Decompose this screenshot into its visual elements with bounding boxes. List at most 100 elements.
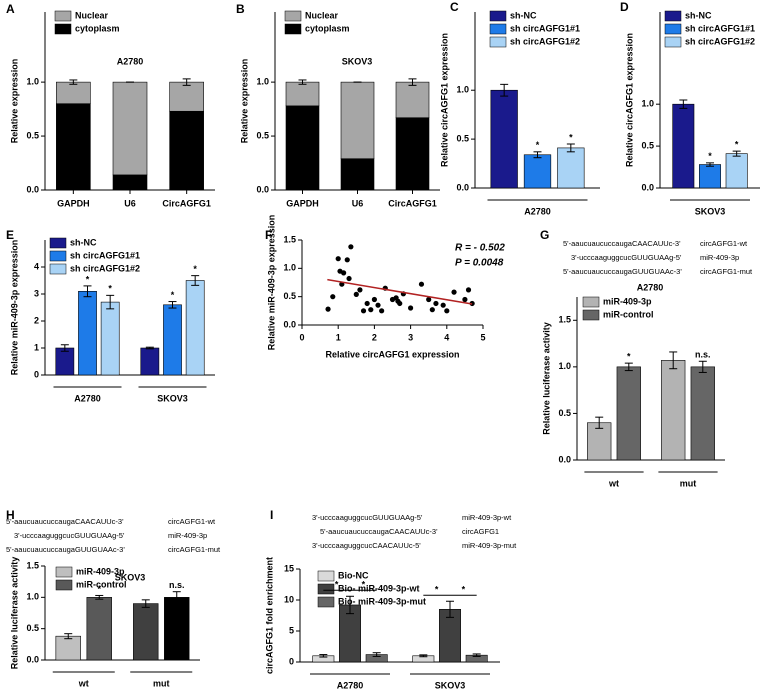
- x-tick-label: 5: [480, 332, 485, 342]
- legend-swatch: [317, 596, 335, 608]
- legend-label: Nuclear: [75, 10, 109, 20]
- y-tick-label: 0.5: [558, 408, 571, 418]
- legend-swatch: [489, 10, 507, 22]
- significance: *: [335, 580, 339, 590]
- significance: *: [362, 580, 366, 590]
- stat-annotation: R = - 0.502: [455, 243, 505, 254]
- legend-label: miR-409-3p: [76, 566, 125, 576]
- x-tick-label: 3: [408, 332, 413, 342]
- legend-swatch: [317, 583, 335, 595]
- y-tick-label: 1.0: [283, 263, 296, 273]
- legend-swatch: [55, 566, 73, 578]
- x-tick-label: 4: [444, 332, 449, 342]
- point: [348, 244, 354, 250]
- y-axis-label: Relative expression: [9, 59, 19, 144]
- panel-letter: C: [450, 0, 459, 14]
- sequence-label: miR-409-3p-wt: [462, 513, 512, 522]
- group-label: SKOV3: [435, 680, 466, 690]
- legend-swatch: [664, 36, 682, 48]
- significance: *: [735, 139, 739, 149]
- point: [364, 300, 370, 307]
- point: [397, 300, 403, 307]
- legend-label: Bio- miR-409-3p-wt: [338, 583, 420, 593]
- point: [426, 296, 432, 303]
- bar-segment: [395, 81, 430, 119]
- legend-swatch: [49, 263, 67, 275]
- y-tick-label: 1.5: [283, 234, 296, 244]
- y-tick-label: 0.0: [641, 182, 654, 192]
- legend-swatch: [49, 250, 67, 262]
- legend-label: miR-409-3p: [603, 296, 652, 306]
- group-label: A2780: [337, 680, 364, 690]
- legend-label: sh circAGFG1#2: [685, 36, 755, 46]
- bar-segment: [112, 81, 148, 176]
- bar-segment: [56, 103, 91, 191]
- point: [440, 302, 446, 308]
- sequence: 5'-aaucuaucuccaugaGUUGUAAc-3': [563, 267, 682, 276]
- legend-label: sh-NC: [685, 10, 712, 20]
- point: [344, 257, 350, 263]
- y-tick-label: 1.0: [26, 76, 39, 86]
- bar: [86, 597, 112, 661]
- significance: *: [708, 151, 712, 161]
- legend-label: sh circAGFG1#2: [70, 263, 140, 273]
- point: [465, 287, 472, 293]
- significance: n.s.: [169, 580, 185, 590]
- significance: n.s.: [695, 350, 711, 360]
- y-tick-label: 0.5: [256, 130, 269, 140]
- y-tick-label: 0.0: [26, 654, 39, 664]
- point: [330, 294, 336, 300]
- sequence-label: miR-409-3p-mut: [462, 541, 517, 550]
- group-label: mut: [153, 678, 170, 688]
- y-axis-label: circAGFG1 fold enrichment: [264, 557, 274, 674]
- bar: [490, 89, 518, 189]
- point: [462, 296, 468, 303]
- y-axis-label: Relative circAGFG1 expression: [624, 33, 634, 167]
- panel-title: SKOV3: [342, 56, 373, 66]
- significance: *: [193, 264, 197, 274]
- point: [451, 289, 457, 295]
- bar: [557, 147, 585, 189]
- y-tick-label: 0.0: [26, 184, 39, 194]
- y-tick-label: 0.0: [283, 319, 296, 329]
- panel-letter: B: [236, 2, 245, 16]
- point: [346, 275, 352, 282]
- significance: *: [171, 290, 175, 300]
- legend-label: Bio-NC: [338, 570, 369, 580]
- bar-segment: [340, 81, 375, 160]
- panel-title: SKOV3: [115, 572, 146, 582]
- sequence: 3'-ucccaaguggcucGUUGUAAg-5': [312, 513, 423, 522]
- legend-label: sh-NC: [510, 10, 537, 20]
- bar: [78, 290, 97, 376]
- fit-line: [327, 278, 473, 305]
- legend-swatch: [664, 10, 682, 22]
- point: [375, 302, 381, 308]
- bar: [725, 153, 748, 189]
- sequence-label: circAGFG1-mut: [168, 545, 221, 554]
- y-tick-label: 10: [284, 594, 294, 604]
- legend-swatch: [49, 237, 67, 249]
- sequence-label: miR-409-3p: [700, 253, 739, 262]
- significance: *: [462, 585, 466, 595]
- point: [368, 307, 374, 313]
- bar-segment: [56, 81, 91, 104]
- y-tick-label: 1.0: [558, 361, 571, 371]
- y-tick-label: 5: [289, 625, 294, 635]
- legend-swatch: [489, 36, 507, 48]
- sequence-label: circAGFG1-mut: [700, 267, 753, 276]
- x-tick-label: CircAGFG1: [162, 198, 211, 208]
- sequence: 3'-ucccaaguggcucCAACAUUc-5': [312, 541, 421, 550]
- y-tick-label: 1.0: [256, 76, 269, 86]
- bar-segment: [285, 81, 320, 107]
- legend-label: cytoplasm: [305, 23, 350, 33]
- point: [360, 308, 367, 314]
- legend-label: sh circAGFG1#1: [510, 23, 580, 33]
- group-label: SKOV3: [695, 206, 726, 216]
- point: [325, 306, 331, 312]
- x-tick-label: U6: [124, 198, 136, 208]
- legend-label: miR-control: [76, 579, 127, 589]
- point: [433, 300, 439, 307]
- sequence-label: circAGFG1-wt: [700, 239, 748, 248]
- y-tick-label: 1.0: [641, 99, 654, 109]
